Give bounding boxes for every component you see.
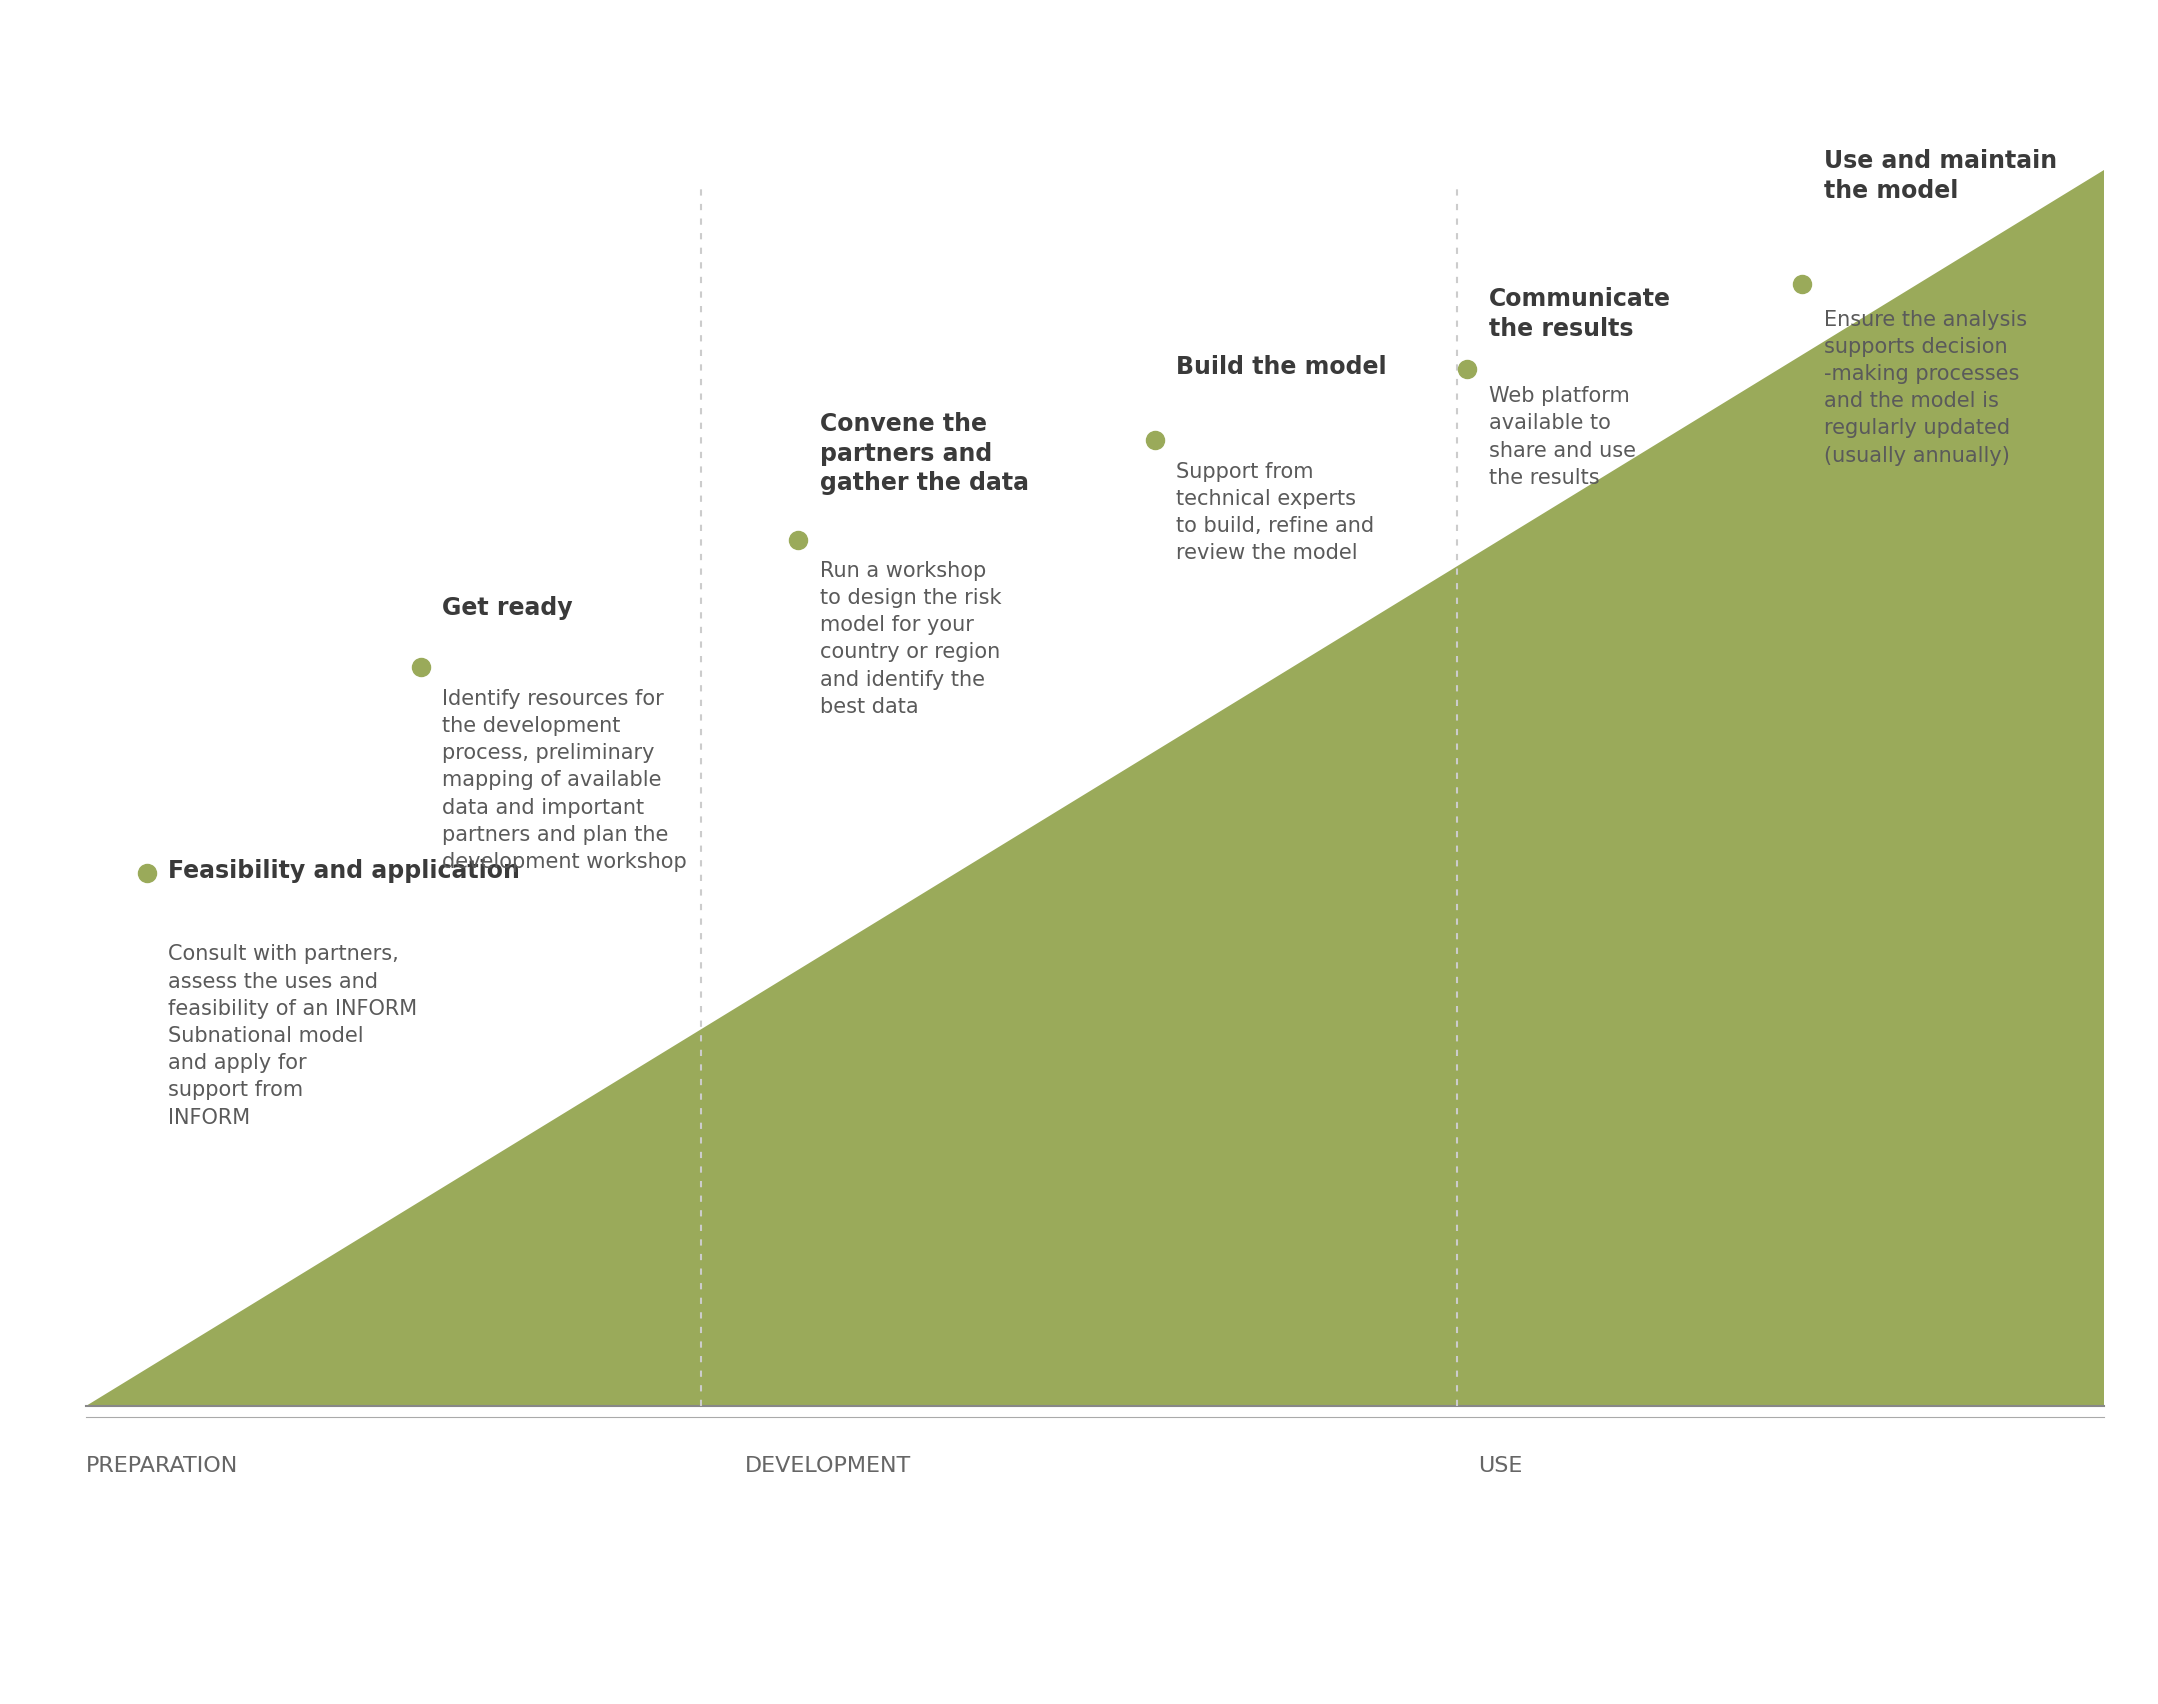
Text: Ensure the analysis
supports decision
-making processes
and the model is
regular: Ensure the analysis supports decision -m… — [1824, 310, 2026, 465]
Text: Web platform
available to
share and use
the results: Web platform available to share and use … — [1489, 387, 1636, 487]
Text: Convene the
partners and
gather the data: Convene the partners and gather the data — [820, 412, 1029, 496]
Text: Use and maintain
the model: Use and maintain the model — [1824, 150, 2057, 203]
Text: USE: USE — [1478, 1455, 1524, 1476]
Polygon shape — [86, 170, 2104, 1406]
Text: Identify resources for
the development
process, preliminary
mapping of available: Identify resources for the development p… — [442, 688, 686, 872]
Text: Feasibility and application: Feasibility and application — [168, 859, 520, 883]
Text: Build the model: Build the model — [1176, 354, 1388, 378]
Text: Support from
technical experts
to build, refine and
review the model: Support from technical experts to build,… — [1176, 462, 1375, 562]
Text: DEVELOPMENT: DEVELOPMENT — [745, 1455, 911, 1476]
Text: Run a workshop
to design the risk
model for your
country or region
and identify : Run a workshop to design the risk model … — [820, 561, 1001, 717]
Text: Communicate
the results: Communicate the results — [1489, 286, 1670, 341]
Text: Get ready: Get ready — [442, 596, 574, 620]
Text: Consult with partners,
assess the uses and
feasibility of an INFORM
Subnational : Consult with partners, assess the uses a… — [168, 944, 416, 1128]
Text: PREPARATION: PREPARATION — [86, 1455, 240, 1476]
